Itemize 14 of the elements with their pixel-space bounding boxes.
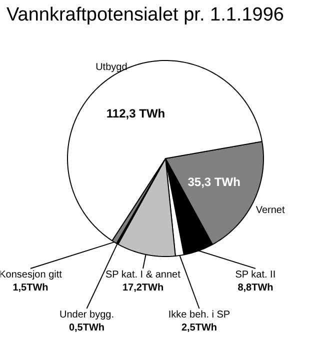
data-label: 35,3 TWh bbox=[188, 174, 240, 189]
data-label: 1,5TWh bbox=[12, 282, 48, 294]
slice-label: SP kat. II bbox=[235, 270, 276, 280]
slice-label: Ikke beh. i SP bbox=[168, 310, 230, 320]
data-label: 2,5TWh bbox=[181, 322, 218, 334]
data-label: 0,5TWh bbox=[68, 322, 105, 334]
data-label: 8,8TWh bbox=[238, 282, 274, 294]
data-label: 112,3 TWh bbox=[106, 106, 166, 121]
slice-label: Under bygg. bbox=[60, 310, 114, 320]
slice-label: SP kat. I & annet bbox=[105, 270, 181, 280]
slice-label: Vernet bbox=[256, 204, 285, 216]
data-label: 17,2TWh bbox=[122, 282, 164, 294]
slice-label: Utbygd bbox=[96, 62, 128, 73]
chart-title: Vannkraftpotensialet pr. 1.1.1996 bbox=[6, 4, 284, 26]
